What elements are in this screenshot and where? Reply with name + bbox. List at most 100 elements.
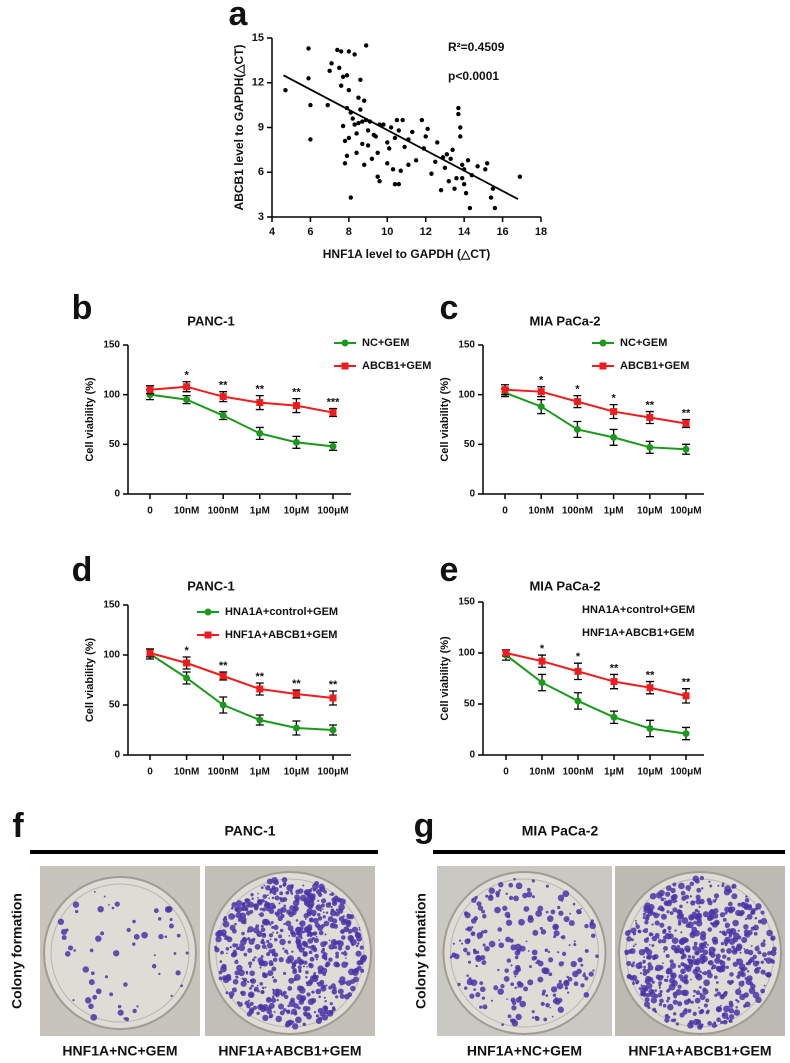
colony: [701, 887, 704, 890]
significance: *: [576, 651, 581, 663]
point: [363, 43, 369, 48]
colony: [751, 907, 756, 913]
point: [394, 117, 400, 123]
colony: [557, 1006, 564, 1013]
colony: [241, 907, 244, 910]
colony: [716, 1017, 721, 1023]
colony: [262, 932, 266, 936]
colony: [658, 981, 662, 986]
colony: [479, 933, 482, 936]
point: [381, 122, 386, 127]
colony: [634, 919, 637, 922]
colony: [545, 1002, 550, 1008]
colony: [481, 996, 486, 1000]
title-bar: [433, 850, 785, 854]
colony: [537, 905, 544, 912]
colony: [271, 976, 275, 979]
point: [377, 179, 382, 184]
colony: [57, 918, 65, 925]
point: [342, 138, 348, 144]
point: [308, 102, 313, 108]
colony: [323, 920, 330, 927]
colony: [90, 971, 95, 976]
panel-title: PANC-1: [224, 823, 275, 839]
colony: [276, 989, 283, 996]
colony: [257, 933, 260, 937]
marker: [646, 724, 654, 732]
colony: [568, 944, 571, 947]
colony: [640, 984, 643, 987]
colony: [642, 968, 647, 972]
colony: [535, 961, 538, 965]
colony: [246, 980, 249, 983]
colony: [308, 917, 314, 923]
colony: [151, 963, 157, 969]
colony: [268, 960, 274, 965]
colony: [770, 949, 777, 957]
colony: [335, 954, 340, 959]
colony: [740, 967, 746, 973]
colony: [659, 922, 665, 928]
colony: [666, 967, 673, 975]
colony: [266, 942, 273, 949]
colony: [458, 939, 462, 942]
colony: [234, 959, 239, 965]
colony: [677, 964, 681, 968]
colony: [268, 1002, 275, 1009]
colony: [248, 999, 251, 1002]
colony: [727, 888, 733, 894]
panel-label: e: [440, 551, 459, 589]
colony: [505, 936, 511, 943]
colony: [744, 976, 748, 980]
colony: [755, 903, 762, 910]
colony: [532, 929, 539, 936]
colony: [350, 985, 356, 992]
colony: [626, 936, 632, 942]
y-tick-label: 150: [103, 600, 120, 611]
colony: [750, 977, 753, 980]
x-tick-label: 1μM: [604, 506, 624, 517]
point: [402, 144, 407, 150]
colony: [323, 890, 327, 894]
colony: [482, 1004, 488, 1010]
colony: [298, 999, 305, 1005]
colony: [220, 950, 224, 955]
x-tick-label: 12: [420, 226, 432, 238]
marker: [256, 399, 264, 407]
colony: [723, 1005, 730, 1013]
colony: [287, 986, 293, 991]
significance: **: [646, 399, 655, 411]
dish-rim: [450, 878, 599, 1028]
colony: [569, 912, 572, 915]
point: [454, 176, 459, 181]
colony: [218, 976, 223, 981]
colony: [337, 908, 344, 914]
point: [400, 117, 405, 123]
colony: [722, 1019, 728, 1025]
colony: [309, 932, 314, 937]
colony: [354, 931, 361, 938]
photo-caption: HNF1A+NC+GEM: [467, 1043, 582, 1059]
colony: [730, 928, 733, 932]
colony: [678, 938, 686, 945]
marker: [610, 713, 618, 721]
colony: [319, 909, 322, 912]
marker: [292, 402, 300, 410]
colony: [466, 951, 471, 956]
colony: [712, 899, 717, 903]
colony: [316, 982, 319, 985]
colony: [327, 902, 332, 906]
marker: [610, 433, 618, 441]
y-tick-label: 9: [258, 121, 264, 133]
panel-label: b: [72, 289, 93, 327]
colony: [313, 931, 318, 936]
colony: [631, 938, 634, 942]
colony: [303, 1013, 308, 1017]
colony: [766, 929, 773, 937]
colony: [526, 891, 533, 898]
colony: [322, 1005, 328, 1012]
colony: [743, 933, 748, 937]
colony: [248, 938, 255, 945]
colony: [239, 918, 242, 921]
